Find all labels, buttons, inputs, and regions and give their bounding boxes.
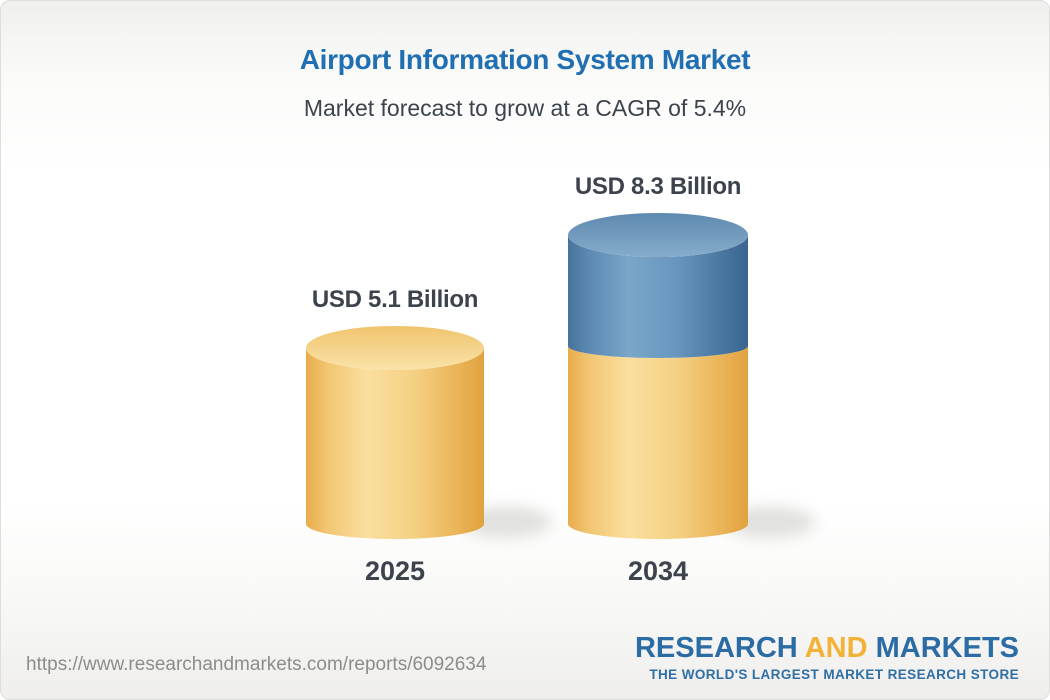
category-label-2034: 2034	[627, 556, 689, 586]
logo-wordmark: RESEARCH AND MARKETS	[635, 634, 1019, 663]
page-subtitle: Market forecast to grow at a CAGR of 5.4…	[303, 95, 747, 121]
research-and-markets-logo: RESEARCH AND MARKETS THE WORLD'S LARGEST…	[635, 634, 1019, 682]
logo-word-and: AND	[804, 632, 868, 664]
value-label-2034: USD 8.3 Billion	[574, 173, 742, 200]
logo-word-research: RESEARCH	[634, 632, 798, 664]
page-title: Airport Information System Market	[299, 44, 751, 75]
bar-2034-growth-segment	[568, 235, 748, 358]
logo-tagline: THE WORLD'S LARGEST MARKET RESEARCH STOR…	[649, 667, 1019, 682]
value-label-2025: USD 5.1 Billion	[311, 286, 479, 313]
bar-2034-base-segment	[568, 346, 748, 539]
report-url: https://www.researchandmarkets.com/repor…	[26, 654, 487, 675]
bar-2034-top-face	[568, 213, 748, 257]
logo-word-markets: MARKETS	[875, 632, 1019, 664]
bar-2025-body	[306, 348, 484, 539]
bar-2025-top-face	[306, 326, 484, 370]
category-label-2025: 2025	[364, 556, 426, 586]
